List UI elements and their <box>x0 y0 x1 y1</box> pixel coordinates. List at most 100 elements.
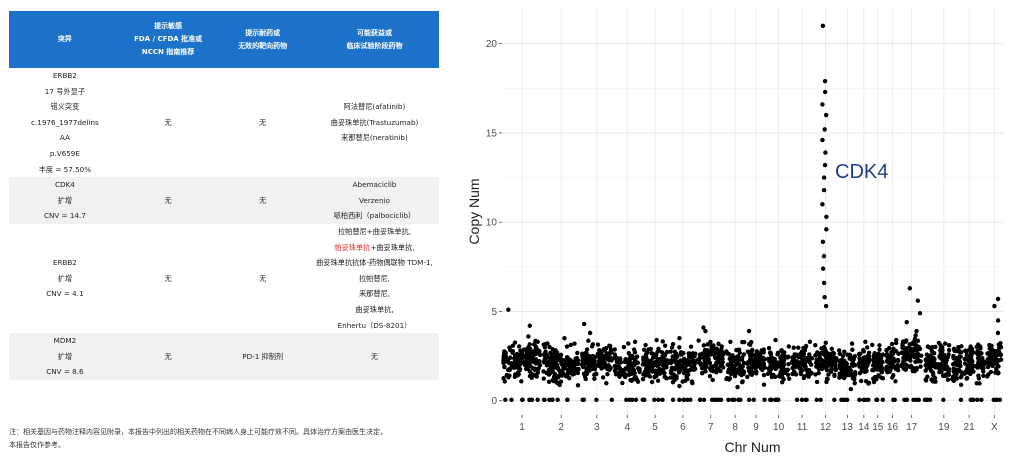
peak-point-chr17 <box>907 286 913 291</box>
point-chr12 <box>822 352 827 358</box>
point-chr12 <box>816 361 821 366</box>
drug-text: 来那替尼(neratinib) <box>341 133 408 143</box>
point-chr7 <box>711 350 717 356</box>
point-chr5 <box>646 347 651 352</box>
point-chr13 <box>836 348 842 353</box>
point-chr11 <box>799 355 804 361</box>
point-chr14 <box>860 368 865 374</box>
point-chr4 <box>620 380 625 386</box>
point-chr7 <box>710 377 715 383</box>
point-chrX <box>994 397 1000 403</box>
benefit-line: 曲妥珠单抗, <box>310 302 439 318</box>
point-chr1 <box>502 350 507 355</box>
resistant-cell: PD-1 抑制剂 <box>215 333 310 380</box>
variant-line: CNV = 8.6 <box>46 367 84 377</box>
point-chr12 <box>819 346 824 351</box>
point-chr6 <box>677 364 683 370</box>
point-chr7 <box>716 353 721 358</box>
point-chr5 <box>652 397 657 403</box>
table-row: ERBB2 扩增 CNV = 4.1 无 无 拉帕替尼+曲妥珠单抗, 帕妥珠单抗+曲妥珠单抗… <box>9 224 439 333</box>
point-chr10 <box>768 352 774 357</box>
point-chr1 <box>519 351 524 356</box>
point-chr10 <box>769 374 775 380</box>
point-chr1 <box>510 343 516 348</box>
drug-text: Verzenio <box>359 195 390 205</box>
point-chr5 <box>644 350 650 355</box>
x-tick-label: 8 <box>732 422 738 433</box>
point-chr20 <box>958 397 964 403</box>
point-chr21 <box>970 364 975 369</box>
point-chr18 <box>929 377 934 382</box>
peak-point-chr15 <box>877 343 882 348</box>
point-chr9 <box>759 348 764 353</box>
drug-text: 哌柏西利（palbociclib） <box>333 211 416 221</box>
point-chr6 <box>693 366 698 371</box>
benefit-line: Enhertu（DS-8201） <box>310 318 439 334</box>
point-chr5 <box>664 376 669 381</box>
point-chr21 <box>962 361 968 366</box>
x-tick-label: 2 <box>558 422 564 433</box>
point-chr6 <box>692 359 698 364</box>
point-chr18 <box>923 362 928 368</box>
point-chr1 <box>517 344 522 349</box>
point-chr4 <box>617 374 622 380</box>
point-chr10 <box>785 354 791 360</box>
peak-point-chr12 <box>822 127 827 132</box>
peak-point-chr5 <box>654 337 659 343</box>
point-chr2 <box>563 374 569 379</box>
sensitive-cell: 无 <box>164 273 172 283</box>
point-chr12 <box>829 346 834 352</box>
point-chr1 <box>501 376 506 381</box>
variant-cell: ERBB2 扩增 CNV = 4.1 <box>9 224 121 333</box>
peak-point-chr12 <box>821 175 827 180</box>
drug-text: 曲妥珠单抗抗体-药物偶联物 TDM-1, <box>316 258 433 268</box>
point-chr10 <box>786 344 791 349</box>
peak-point-chr12 <box>821 187 827 193</box>
point-chr15 <box>874 397 879 403</box>
point-chr13 <box>851 372 856 378</box>
point-chr10 <box>772 361 777 366</box>
point-chr12 <box>826 362 831 367</box>
point-chr20 <box>954 348 959 354</box>
point-chr5 <box>662 370 667 376</box>
point-chr2 <box>567 376 572 381</box>
point-chr12 <box>833 367 838 373</box>
point-chr2 <box>551 362 556 367</box>
point-chr17 <box>911 341 916 347</box>
benefit-line: Abemaciclib <box>310 177 439 193</box>
peak-point-chrX <box>995 330 1001 336</box>
point-chr3 <box>592 376 597 382</box>
point-chr2 <box>549 353 554 358</box>
point-chr11 <box>800 349 805 354</box>
variant-line: ERBB2 <box>52 71 77 81</box>
variant-line: MDM2 <box>53 336 77 346</box>
point-chr9 <box>752 360 757 365</box>
point-chr19 <box>938 342 943 348</box>
point-chr5 <box>649 379 655 385</box>
peak-point-chr12 <box>820 23 826 29</box>
point-chr11 <box>807 352 812 357</box>
point-chr21 <box>964 376 969 381</box>
point-chrX <box>991 353 996 358</box>
peak-point-chr17 <box>904 319 909 325</box>
point-chr1 <box>505 367 511 373</box>
point-chr17 <box>903 339 908 344</box>
point-chr12 <box>814 379 820 385</box>
point-chrX <box>985 364 991 370</box>
point-chr18 <box>928 368 934 373</box>
point-chr18 <box>924 358 930 364</box>
x-tick-label: 3 <box>594 422 600 433</box>
point-chr5 <box>645 358 650 363</box>
point-chr13 <box>849 355 855 360</box>
point-chr18 <box>929 357 934 362</box>
y-tick-label: 10 <box>486 218 498 229</box>
point-chr17 <box>910 368 915 374</box>
x-tick-label: 6 <box>680 422 686 433</box>
peak-point-chr17 <box>915 298 921 303</box>
point-chr9 <box>753 366 758 371</box>
point-chr22 <box>981 361 986 367</box>
point-chr13 <box>842 361 847 366</box>
point-chr2 <box>547 344 552 350</box>
variant-line: p.V659E <box>49 148 80 158</box>
